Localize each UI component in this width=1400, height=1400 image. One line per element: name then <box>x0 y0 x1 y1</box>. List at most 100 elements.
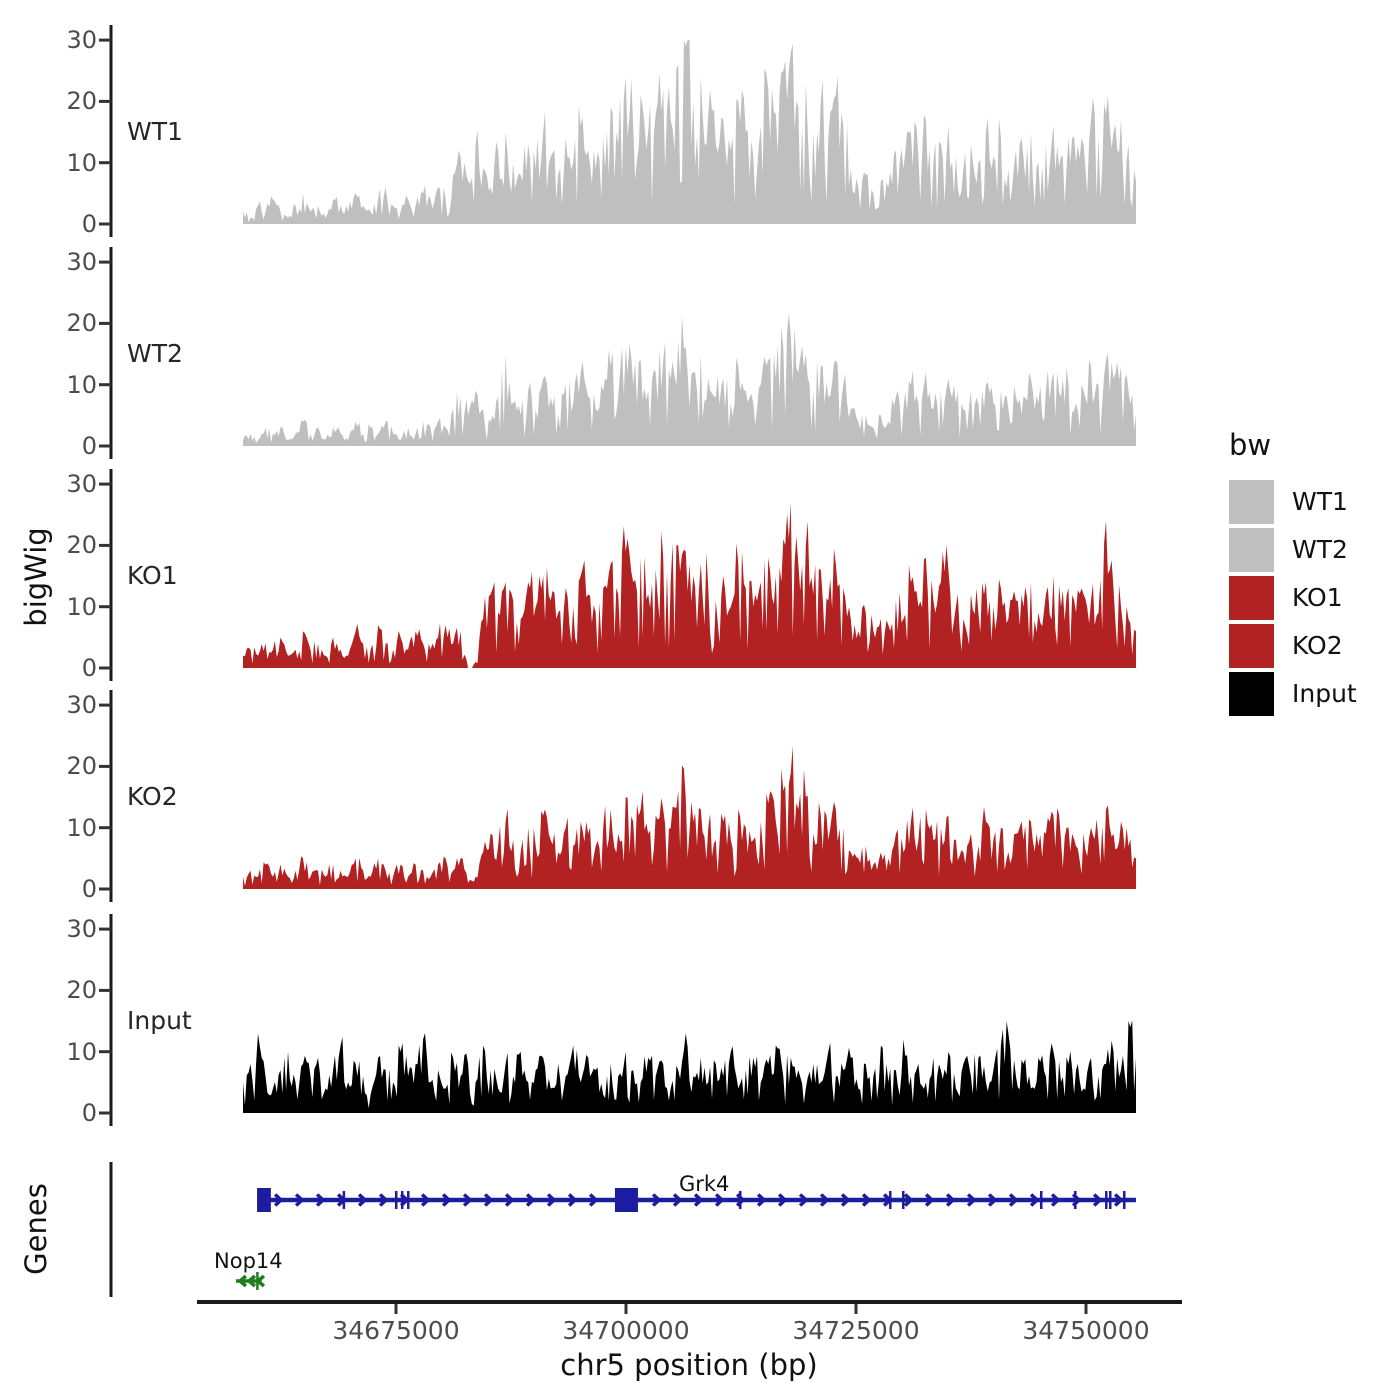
x-axis-title: chr5 position (bp) <box>560 1348 818 1382</box>
y-tick-mark <box>99 605 111 609</box>
genes-axis-title: Genes <box>19 1183 53 1275</box>
gene-strand-arrow <box>378 1193 389 1207</box>
y-tick-label: 0 <box>81 432 97 460</box>
y-tick-label: 20 <box>66 752 97 781</box>
gene-strand-arrow <box>924 1193 935 1207</box>
y-tick-label: 0 <box>81 210 97 238</box>
track-label-input: Input <box>127 1006 192 1035</box>
gene-strand-arrow <box>714 1193 725 1207</box>
legend-swatch-ko2 <box>1229 624 1274 668</box>
y-tick-mark <box>99 1111 111 1115</box>
gene-strand-arrow <box>546 1193 557 1207</box>
y-tick-label: 0 <box>81 1099 97 1127</box>
legend-swatch-wt2 <box>1229 528 1274 572</box>
gene-strand-arrow <box>798 1193 809 1207</box>
gene-strand-arrow <box>246 1274 257 1288</box>
gene-strand-arrow <box>1113 1193 1124 1207</box>
y-tick-mark <box>99 887 111 891</box>
gene-strand-arrow <box>882 1193 893 1207</box>
gene-strand-arrow <box>525 1193 536 1207</box>
gene-exon <box>1109 1191 1112 1209</box>
track-label-ko1: KO1 <box>127 561 178 590</box>
gene-strand-arrow <box>441 1193 452 1207</box>
y-tick-mark <box>99 383 111 387</box>
gene-strand-arrow <box>399 1193 410 1207</box>
gene-strand-arrow <box>336 1193 347 1207</box>
gene-exon <box>400 1191 404 1209</box>
y-tick-label: 30 <box>66 248 97 277</box>
y-tick-mark <box>99 666 111 670</box>
gene-exon <box>738 1191 742 1209</box>
y-tick-label: 10 <box>66 148 97 177</box>
y-tick-mark <box>99 826 111 830</box>
gene-strand-arrow <box>1092 1193 1103 1207</box>
gene-strand-arrow <box>567 1193 578 1207</box>
gene-strand-arrow <box>840 1193 851 1207</box>
track-label-ko2: KO2 <box>127 782 178 811</box>
legend-label-ko2: KO2 <box>1292 631 1343 660</box>
y-tick-mark <box>99 927 111 931</box>
legend-label-wt1: WT1 <box>1292 487 1348 516</box>
gene-strand-arrow <box>588 1193 599 1207</box>
y-tick-label: 20 <box>66 976 97 1005</box>
gene-strand-arrow <box>777 1193 788 1207</box>
gene-strand-arrow <box>294 1193 305 1207</box>
y-axis-line <box>109 247 113 459</box>
gene-body-grk4 <box>257 1197 1136 1203</box>
gene-strand-arrow <box>1050 1193 1061 1207</box>
gene-strand-arrow <box>255 1274 266 1288</box>
gene-strand-arrow <box>651 1193 662 1207</box>
track-area-ko1 <box>243 502 1136 668</box>
gene-exon <box>1040 1191 1043 1209</box>
y-tick-label: 30 <box>66 691 97 720</box>
gene-strand-arrow <box>273 1193 284 1207</box>
track-label-wt2: WT2 <box>127 339 183 368</box>
gene-label-nop14: Nop14 <box>214 1249 283 1273</box>
gene-exon <box>257 1188 271 1212</box>
y-tick-label: 0 <box>81 654 97 682</box>
y-axis-line <box>109 690 113 902</box>
x-axis-line <box>197 1300 1182 1304</box>
gene-strand-arrow <box>504 1193 515 1207</box>
y-tick-label: 30 <box>66 470 97 499</box>
genes-axis-line <box>109 1162 113 1297</box>
y-axis-line <box>109 914 113 1126</box>
gene-strand-arrow <box>357 1193 368 1207</box>
legend-swatch-wt1 <box>1229 480 1274 524</box>
y-tick-mark <box>99 161 111 165</box>
gene-exon <box>1074 1191 1077 1209</box>
y-tick-mark <box>99 1050 111 1054</box>
y-tick-label: 0 <box>81 875 97 903</box>
y-tick-mark <box>99 543 111 547</box>
gene-strand-arrow <box>420 1193 431 1207</box>
gene-strand-arrow <box>693 1193 704 1207</box>
y-tick-label: 30 <box>66 915 97 944</box>
y-tick-label: 30 <box>66 26 97 55</box>
y-tick-label: 20 <box>66 531 97 560</box>
legend-label-wt2: WT2 <box>1292 535 1348 564</box>
gene-exon <box>1105 1191 1108 1209</box>
gene-strand-arrow <box>1008 1193 1019 1207</box>
y-tick-mark <box>99 444 111 448</box>
track-area-ko2 <box>243 746 1136 889</box>
track-area-input <box>243 1020 1136 1113</box>
track-area-wt2 <box>243 313 1136 446</box>
x-tick-label: 34725000 <box>792 1316 920 1345</box>
gene-strand-arrow <box>672 1193 683 1207</box>
gene-strand-arrow <box>966 1193 977 1207</box>
gene-strand-arrow <box>903 1193 914 1207</box>
y-tick-label: 20 <box>66 87 97 116</box>
gene-strand-arrow <box>462 1193 473 1207</box>
legend-swatch-input <box>1229 672 1274 716</box>
y-tick-mark <box>99 482 111 486</box>
gene-strand-arrow <box>1071 1193 1082 1207</box>
x-tick-mark <box>624 1304 628 1314</box>
y-tick-mark <box>99 99 111 103</box>
gene-exon <box>902 1191 905 1209</box>
gene-strand-arrow <box>756 1193 767 1207</box>
y-tick-label: 10 <box>66 813 97 842</box>
gene-strand-arrow <box>819 1193 830 1207</box>
y-tick-label: 10 <box>66 592 97 621</box>
track-area-wt1 <box>243 40 1136 224</box>
